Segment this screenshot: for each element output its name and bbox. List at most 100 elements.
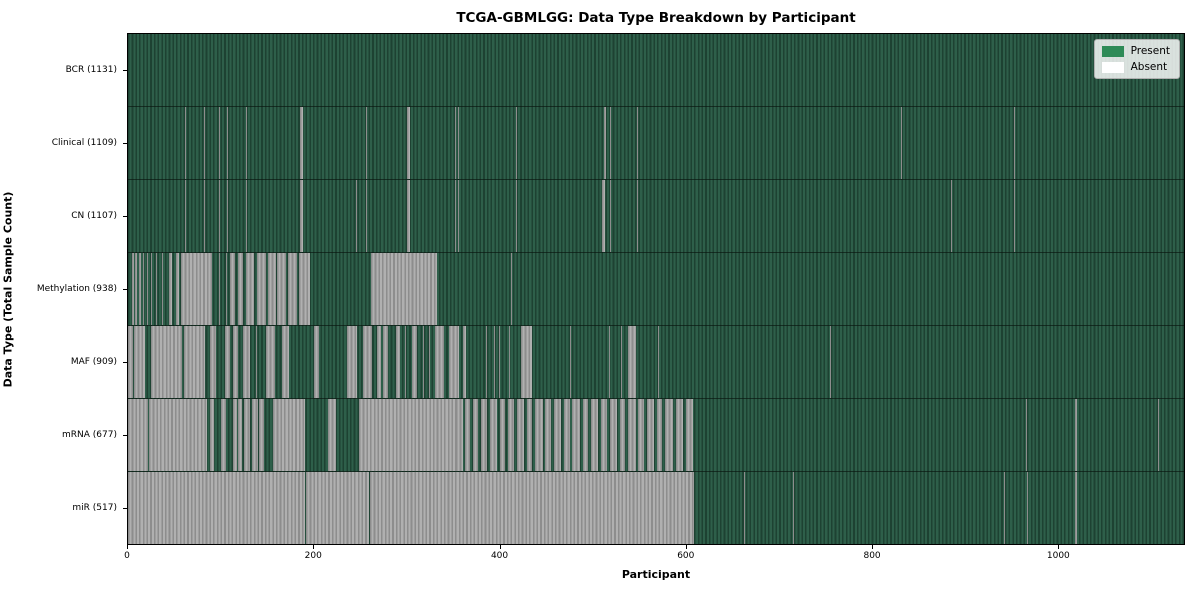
x-tick-mark (685, 545, 687, 549)
absent-segment (429, 326, 431, 398)
absent-segment (246, 107, 247, 179)
absent-segment (243, 326, 250, 398)
absent-segment (620, 326, 622, 398)
absent-segment (1003, 472, 1005, 544)
absent-segment (456, 399, 463, 471)
absent-segment (455, 107, 457, 179)
absent-segment (494, 326, 496, 398)
absent-segment (464, 399, 471, 471)
y-tick-mark (123, 435, 127, 437)
legend: Present Absent (1093, 39, 1180, 79)
absent-segment (133, 326, 145, 398)
x-tick-label: 600 (677, 551, 695, 561)
matrix-row-methylation (128, 252, 1184, 325)
absent-segment (516, 399, 524, 471)
matrix-row-mrna (128, 398, 1184, 471)
absent-segment (305, 472, 369, 544)
absent-segment (455, 180, 457, 252)
absent-segment (1026, 472, 1028, 544)
absent-segment (510, 253, 512, 325)
absent-segment (259, 399, 264, 471)
absent-segment (370, 253, 437, 325)
absent-segment (176, 253, 180, 325)
x-tick-mark (1058, 545, 1060, 549)
absent-swatch-icon (1101, 61, 1124, 73)
absent-segment (224, 326, 231, 398)
absent-segment (227, 180, 229, 252)
absent-segment (146, 253, 148, 325)
absent-segment (257, 253, 266, 325)
absent-segment (498, 326, 500, 398)
absent-segment (219, 180, 221, 252)
matrix-row-mir (128, 471, 1184, 544)
legend-label-present: Present (1130, 45, 1170, 57)
absent-segment (509, 326, 511, 398)
x-tick-label: 800 (863, 551, 881, 561)
absent-segment (227, 107, 229, 179)
x-tick-label: 200 (304, 551, 322, 561)
legend-entry-present: Present (1101, 45, 1170, 57)
absent-segment (355, 180, 357, 252)
absent-segment (299, 107, 303, 179)
absent-segment (610, 180, 612, 252)
absent-segment (458, 180, 459, 252)
matrix-row-clinical (128, 106, 1184, 179)
absent-segment (168, 253, 172, 325)
absent-segment (265, 326, 275, 398)
absent-segment (1013, 180, 1015, 252)
absent-segment (412, 326, 418, 398)
absent-segment (472, 399, 479, 471)
absent-segment (219, 253, 221, 325)
absent-segment (244, 399, 250, 471)
absent-segment (220, 399, 226, 471)
absent-segment (256, 326, 258, 398)
absent-segment (901, 107, 903, 179)
absent-segment (128, 472, 305, 544)
absent-segment (180, 253, 212, 325)
legend-entry-absent: Absent (1101, 61, 1170, 73)
absent-segment (535, 399, 543, 471)
x-tick-label: 1000 (1046, 551, 1070, 561)
absent-segment (405, 326, 406, 398)
absent-segment (665, 399, 673, 471)
absent-segment (646, 399, 655, 471)
absent-segment (582, 399, 589, 471)
absent-segment (305, 326, 307, 398)
absent-segment (142, 253, 144, 325)
absent-segment (675, 399, 683, 471)
absent-segment (151, 326, 182, 398)
x-tick-label: 0 (124, 551, 130, 561)
matrix-row-maf (128, 325, 1184, 398)
y-tick-mark (123, 362, 127, 364)
x-tick-mark (872, 545, 874, 549)
absent-segment (347, 326, 357, 398)
absent-segment (489, 399, 498, 471)
absent-segment (246, 180, 247, 252)
absent-segment (199, 107, 201, 179)
absent-segment (273, 399, 305, 471)
absent-segment (448, 326, 459, 398)
absent-segment (135, 253, 138, 325)
absent-segment (792, 472, 794, 544)
absent-segment (183, 326, 206, 398)
absent-segment (237, 399, 243, 471)
absent-segment (149, 399, 207, 471)
present-swatch-icon (1101, 45, 1124, 57)
absent-segment (978, 399, 980, 471)
legend-label-absent: Absent (1130, 61, 1168, 73)
x-tick-mark (313, 545, 315, 549)
absent-segment (287, 253, 298, 325)
absent-segment (515, 180, 517, 252)
absent-segment (602, 180, 605, 252)
plot-area (127, 33, 1185, 545)
absent-segment (268, 253, 276, 325)
absent-segment (829, 326, 831, 398)
absent-segment (225, 253, 227, 325)
absent-segment (282, 326, 289, 398)
absent-segment (1075, 399, 1078, 471)
absent-segment (233, 326, 238, 398)
absent-segment (685, 399, 694, 471)
absent-segment (369, 472, 695, 544)
absent-segment (199, 180, 201, 252)
absent-segment (545, 399, 551, 471)
